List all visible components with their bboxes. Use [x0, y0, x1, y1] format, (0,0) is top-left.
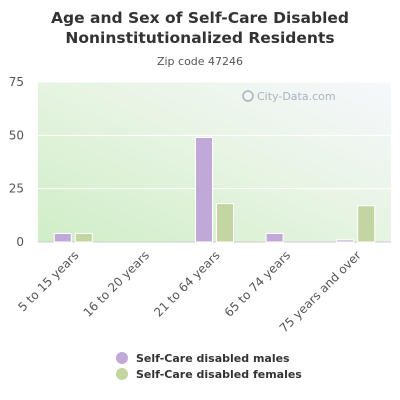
x-tick-label: 65 to 74 years: [222, 248, 293, 319]
x-tick-label: 21 to 64 years: [151, 248, 222, 319]
bar-females: [216, 203, 234, 243]
bar-males: [53, 232, 72, 243]
chart-title-text: Age and Sex of Self-Care Disabled Nonins…: [50, 9, 349, 47]
legend-swatch-males: [116, 352, 128, 364]
x-tick-label: 16 to 20 years: [81, 248, 152, 319]
bar-females: [74, 232, 93, 243]
watermark-icon: [242, 90, 254, 102]
bars: [53, 136, 376, 243]
bar-males: [336, 239, 355, 243]
plot-area: [38, 82, 391, 242]
legend-label-males: Self-Care disabled males: [136, 351, 290, 365]
gridlines: [38, 81, 391, 243]
bar-females: [357, 205, 376, 243]
legend-item-males: Self-Care disabled males: [116, 350, 302, 366]
chart-title: Age and Sex of Self-Care Disabled Nonins…: [0, 8, 400, 48]
legend-item-females: Self-Care disabled females: [116, 366, 302, 382]
x-axis-ticks: 5 to 15 years 16 to 20 years 21 to 64 year…: [15, 248, 364, 335]
x-tick-label: 5 to 15 years: [15, 248, 81, 314]
bar-males: [195, 136, 213, 243]
watermark: City-Data.com: [242, 90, 336, 103]
bar-males: [265, 232, 284, 243]
y-tick-label: 0: [16, 235, 24, 249]
legend-swatch-females: [116, 368, 128, 380]
legend-label-females: Self-Care disabled females: [136, 367, 302, 381]
y-axis-ticks: 0 25 50 75: [9, 75, 24, 249]
y-tick-label: 50: [9, 128, 24, 142]
watermark-text: City-Data.com: [257, 90, 336, 103]
y-tick-label: 75: [9, 75, 24, 89]
chart-subtitle: Zip code 47246: [156, 55, 244, 68]
y-tick-label: 25: [9, 182, 24, 196]
legend: Self-Care disabled males Self-Care disab…: [116, 350, 302, 382]
